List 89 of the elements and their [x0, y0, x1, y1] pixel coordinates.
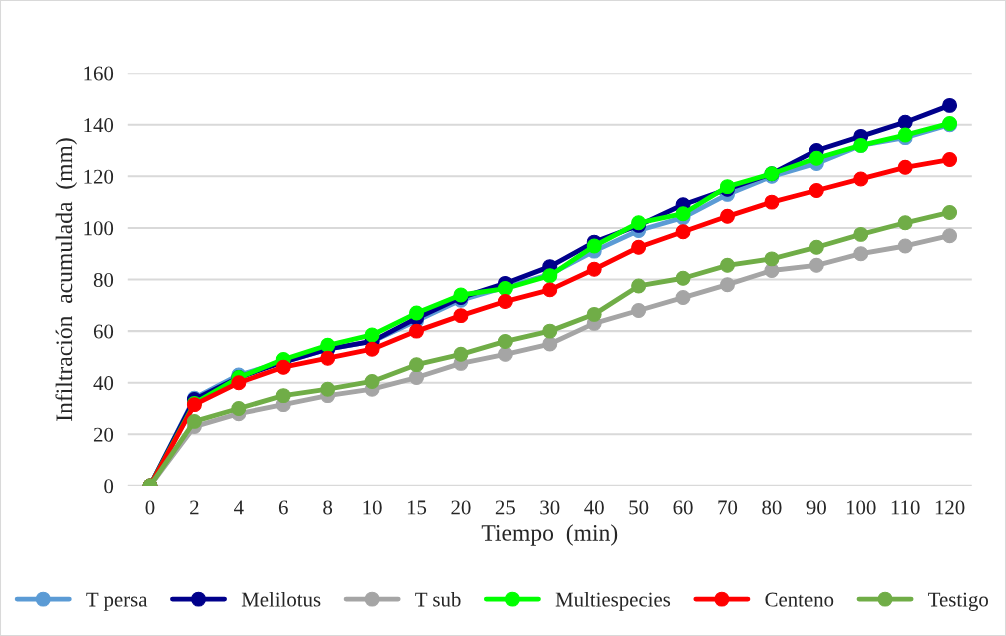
- point: [675, 290, 691, 306]
- x-tick-label: 20: [451, 500, 471, 515]
- point: [675, 206, 691, 222]
- x-axis-title: Tiempo (min): [481, 524, 618, 546]
- x-tick-label: 4: [234, 500, 244, 515]
- point: [275, 359, 291, 375]
- point: [853, 171, 869, 187]
- point: [586, 261, 602, 277]
- point: [320, 381, 336, 397]
- x-tick-label: 60: [673, 500, 693, 515]
- point: [586, 306, 602, 322]
- point: [808, 257, 824, 273]
- point: [675, 224, 691, 240]
- x-tick-label: 120: [935, 500, 965, 515]
- point: [186, 413, 202, 429]
- point: [631, 303, 647, 318]
- point: [409, 357, 424, 373]
- point: [764, 251, 780, 267]
- point: [497, 293, 513, 309]
- x-tick-label: 70: [718, 500, 738, 515]
- point: [942, 204, 958, 220]
- x-tick-label: 100: [846, 500, 876, 515]
- point: [542, 282, 558, 298]
- x-tick-label: 40: [584, 500, 604, 515]
- y-tick-label: 160: [84, 66, 114, 81]
- x-tick-label: 6: [278, 500, 288, 515]
- point: [497, 333, 513, 349]
- y-axis-title: Infiltración acumulada (mm): [55, 138, 78, 421]
- point: [364, 373, 380, 389]
- point: [320, 337, 336, 353]
- point: [631, 278, 647, 294]
- legend-label: Melilotus: [241, 591, 321, 607]
- point: [497, 346, 513, 362]
- x-tick-label: 15: [407, 500, 427, 515]
- x-tick-label: 80: [762, 500, 782, 515]
- point: [942, 152, 958, 168]
- point: [942, 228, 958, 244]
- point: [720, 208, 735, 224]
- x-tick-label: 110: [891, 500, 920, 515]
- point: [897, 159, 913, 175]
- point: [542, 336, 558, 352]
- point: [720, 277, 735, 293]
- point: [764, 194, 780, 210]
- point: [453, 308, 469, 324]
- point: [942, 97, 958, 113]
- legend-label: Multiespecies: [555, 591, 671, 611]
- point: [808, 150, 824, 166]
- legend-label: T persa: [86, 592, 148, 611]
- point: [364, 341, 380, 357]
- y-tick-label: 120: [84, 169, 114, 184]
- y-tick-label: 20: [93, 427, 114, 442]
- point: [453, 346, 469, 362]
- point: [231, 375, 247, 391]
- point: [409, 305, 424, 321]
- point: [542, 323, 558, 339]
- legend-label: Centeno: [765, 592, 834, 607]
- point: [275, 388, 291, 404]
- y-tick-label: 140: [84, 118, 114, 133]
- point: [897, 215, 913, 231]
- point: [897, 114, 913, 130]
- point: [808, 239, 824, 255]
- x-tick-label: 0: [145, 500, 155, 515]
- x-tick-label: 10: [363, 500, 382, 515]
- point: [364, 327, 380, 343]
- y-tick-label: 100: [84, 221, 114, 236]
- x-tick-label: 50: [629, 500, 649, 515]
- y-tick-label: 60: [93, 324, 114, 339]
- y-tick-label: 0: [104, 479, 114, 494]
- point: [897, 238, 913, 254]
- x-tick-label: 8: [323, 500, 333, 515]
- point: [720, 257, 735, 273]
- x-tick-label: 25: [495, 500, 515, 515]
- point: [409, 370, 424, 386]
- legend-label: T sub: [415, 591, 461, 607]
- point: [853, 246, 869, 262]
- y-tick-label: 80: [93, 272, 114, 287]
- point: [231, 401, 247, 416]
- point: [853, 226, 869, 242]
- legend-label: Testigo: [928, 592, 988, 611]
- point: [675, 270, 691, 286]
- point: [631, 239, 647, 255]
- point: [409, 323, 424, 339]
- x-tick-label: 90: [806, 500, 826, 515]
- x-tick-label: 2: [190, 500, 199, 515]
- point: [586, 238, 602, 254]
- x-tick-label: 30: [540, 500, 560, 515]
- point: [808, 183, 824, 198]
- y-tick-label: 40: [93, 376, 114, 391]
- point: [320, 350, 336, 366]
